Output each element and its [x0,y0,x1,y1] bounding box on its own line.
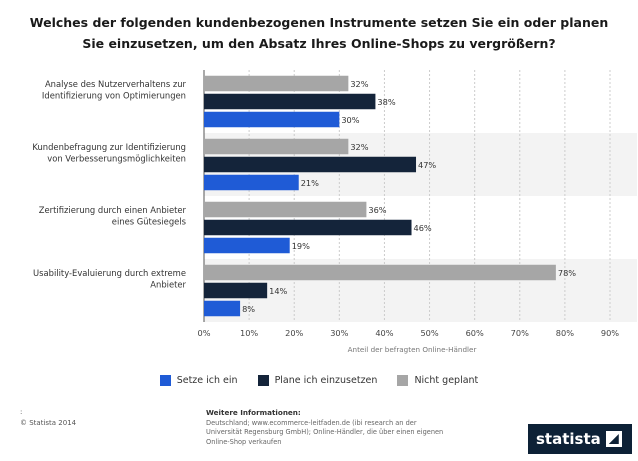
data-label: 32% [350,142,368,152]
legend-label-plane: Plane ich einzusetzen [275,375,378,386]
bar [204,220,412,236]
legend-item-setze[interactable]: Setze ich ein [160,375,238,386]
data-label: 19% [292,241,310,251]
footer-left: : © Statista 2014 [20,407,76,429]
legend-swatch-plane [258,375,269,386]
chart-legend: Setze ich ein Plane ich einzusetzen Nich… [0,375,638,386]
bar [204,301,240,317]
legend-label-setze: Setze ich ein [177,375,238,386]
data-label: 38% [377,97,395,107]
info-line: Deutschland; www.ecommerce-leitfaden.de … [206,419,466,429]
x-tick-label: 60% [466,328,484,338]
x-axis-label: Anteil der befragten Online-Händler [348,345,477,354]
footer-info: Weitere Informationen: Deutschland; www.… [206,408,466,447]
data-label: 32% [350,79,368,89]
copyright-text: © Statista 2014 [20,418,76,429]
category-label: Zertifizierung durch einen Anbieter [39,205,187,215]
bar [204,283,267,299]
bar [204,139,348,155]
data-label: 47% [418,160,436,170]
data-label: 21% [301,178,319,188]
data-label: 14% [269,286,287,296]
bar [204,94,375,110]
info-header[interactable]: Weitere Informationen: [206,408,466,418]
x-tick-label: 40% [375,328,393,338]
legend-item-nicht[interactable]: Nicht geplant [397,375,478,386]
x-tick-label: 20% [285,328,303,338]
category-label: Anbieter [150,279,186,289]
data-label: 46% [414,223,432,233]
x-tick-label: 50% [420,328,438,338]
x-tick-label: 90% [601,328,619,338]
bar [204,175,299,191]
x-tick-label: 0% [198,328,211,338]
footer-mark: : [20,407,76,418]
x-tick-label: 80% [556,328,574,338]
category-label: Analyse des Nutzerverhaltens zur [45,79,187,89]
x-tick-label: 30% [330,328,348,338]
data-label: 78% [558,268,576,278]
x-tick-label: 70% [511,328,529,338]
legend-item-plane[interactable]: Plane ich einzusetzen [258,375,378,386]
info-line: Universität Regensburg GmbH); Online-Hän… [206,428,466,438]
legend-swatch-nicht [397,375,408,386]
bar [204,157,416,173]
bar-chart: 32% 38% 30% Analyse des Nutzerverhaltens zu… [0,0,638,370]
legend-swatch-setze [160,375,171,386]
info-line: Online-Shop verkaufen [206,438,466,448]
x-tick-label: 10% [240,328,258,338]
statista-icon [606,431,622,447]
bar [204,202,366,218]
category-label: Usability-Evaluierung durch extreme [33,268,186,278]
category-label: eines Gütesiegels [112,216,186,226]
bar [204,76,348,92]
category-label: Identifizierung von Optimierungen [42,90,186,100]
data-label: 36% [368,205,386,215]
bar [204,265,556,281]
category-label: von Verbesserungsmöglichkeiten [47,153,186,163]
data-label: 8% [242,304,255,314]
category-label: Kundenbefragung zur Identifizierung [32,142,186,152]
brand-name: statista [536,430,601,448]
data-label: 30% [341,115,359,125]
bar [204,238,290,254]
bar [204,112,339,128]
statista-logo[interactable]: statista [528,424,632,454]
legend-label-nicht: Nicht geplant [414,375,478,386]
